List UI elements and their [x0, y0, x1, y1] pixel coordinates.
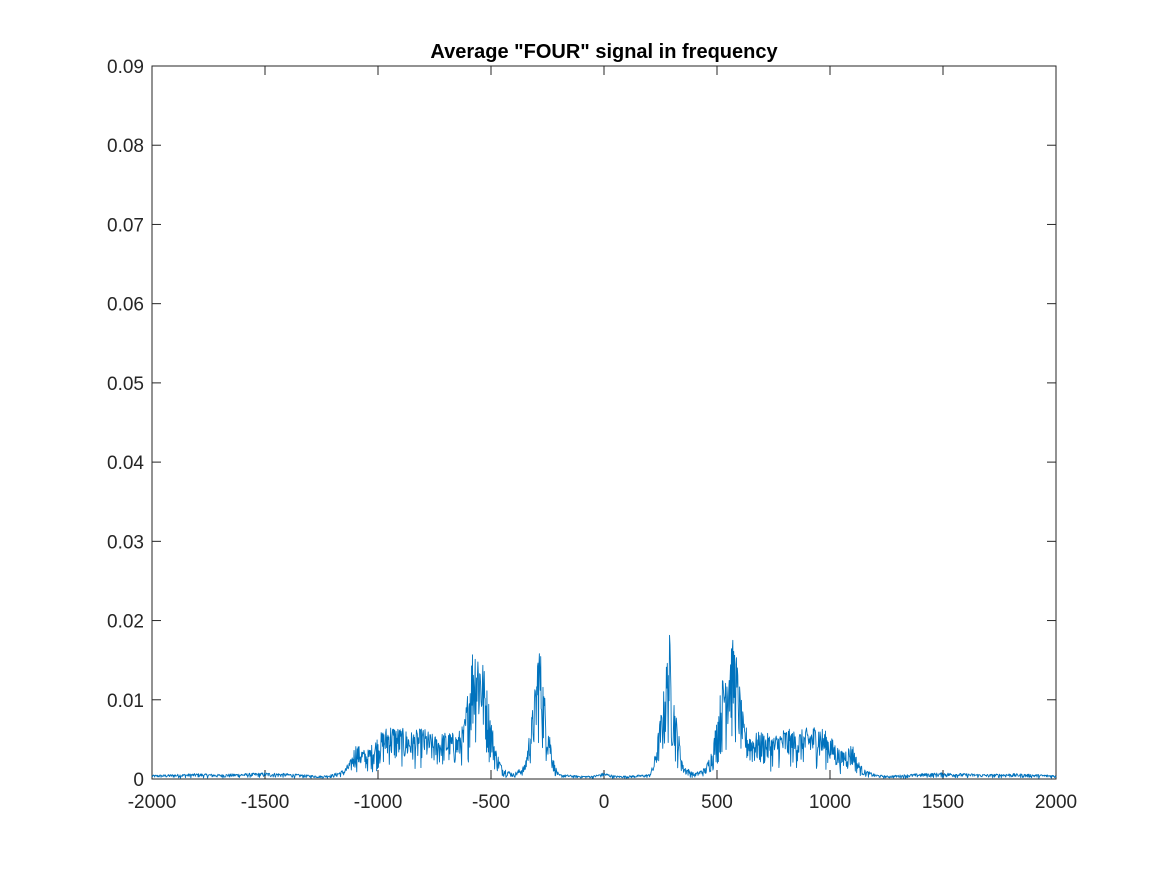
x-tick-label: -2000 [128, 792, 177, 813]
y-tick-label: 0.06 [107, 295, 144, 316]
x-tick-label: -1500 [241, 792, 290, 813]
x-tick-label: 500 [701, 792, 733, 813]
axes-box [151, 65, 1057, 780]
x-tick-label: 0 [599, 792, 610, 813]
chart-title: Average "FOUR" signal in frequency [430, 41, 778, 63]
y-tick-label: 0.08 [107, 136, 144, 157]
y-tick-label: 0.04 [107, 453, 144, 474]
y-tick-label: 0.09 [107, 57, 144, 78]
y-tick-label: 0.02 [107, 612, 144, 633]
plot-area: -2000 -1500 -1000 -500 0 500 1000 1500 2000 0 0.01… [107, 57, 1077, 813]
x-tick-label: 2000 [1035, 792, 1077, 813]
series-line [151, 634, 1057, 779]
y-tick-label: 0 [133, 770, 144, 791]
y-tick-label: 0.03 [107, 532, 144, 553]
y-tick-label: 0.01 [107, 691, 144, 712]
y-tick-label: 0.05 [107, 374, 144, 395]
x-tick-label: 1500 [922, 792, 964, 813]
y-tick-label: 0.07 [107, 215, 144, 236]
x-tick-label: -500 [472, 792, 510, 813]
x-tick-label: 1000 [809, 792, 851, 813]
x-tick-label: -1000 [354, 792, 403, 813]
